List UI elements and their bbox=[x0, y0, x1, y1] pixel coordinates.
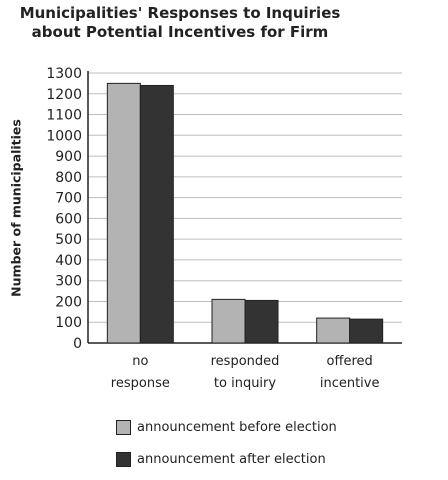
y-tick-label: 600 bbox=[55, 211, 82, 227]
legend-swatch-after bbox=[116, 452, 131, 467]
y-tick-label: 100 bbox=[55, 315, 82, 331]
x-tick-label: incentive bbox=[320, 376, 380, 391]
bar bbox=[349, 318, 384, 344]
x-tick-label: responded bbox=[211, 354, 280, 369]
y-tick-label: 500 bbox=[55, 232, 82, 248]
legend-swatch-before bbox=[116, 420, 131, 435]
legend-label-before: announcement before election bbox=[137, 420, 337, 435]
y-tick-label: 300 bbox=[55, 274, 82, 290]
y-tick-label: 900 bbox=[55, 149, 82, 165]
x-tick-label: offered bbox=[327, 354, 373, 369]
bar bbox=[211, 298, 246, 344]
bar bbox=[139, 84, 174, 344]
legend-item-after: announcement after election bbox=[116, 452, 326, 467]
chart-title: Municipalities' Responses to Inquiries a… bbox=[0, 4, 360, 42]
legend-label-after: announcement after election bbox=[137, 452, 326, 467]
y-tick-label: 800 bbox=[55, 170, 82, 186]
bar bbox=[106, 82, 141, 344]
x-tick-label: to inquiry bbox=[214, 376, 276, 391]
bar bbox=[316, 317, 351, 344]
x-tick-label: no bbox=[132, 354, 148, 369]
chart-title-line-2: about Potential Incentives for Firm bbox=[31, 23, 329, 41]
chart-title-line-1: Municipalities' Responses to Inquiries bbox=[19, 4, 341, 22]
y-tick-label: 1200 bbox=[46, 87, 82, 103]
y-tick-label: 1100 bbox=[46, 108, 82, 124]
y-tick-label: 200 bbox=[55, 294, 82, 310]
legend-item-before: announcement before election bbox=[116, 420, 337, 435]
y-tick-label: 400 bbox=[55, 253, 82, 269]
y-tick-label: 1000 bbox=[46, 128, 82, 144]
bar bbox=[244, 299, 279, 344]
y-tick-label: 0 bbox=[73, 336, 82, 352]
y-tick-label: 700 bbox=[55, 191, 82, 207]
x-tick-label: response bbox=[111, 376, 170, 391]
y-tick-label: 1300 bbox=[46, 66, 82, 82]
